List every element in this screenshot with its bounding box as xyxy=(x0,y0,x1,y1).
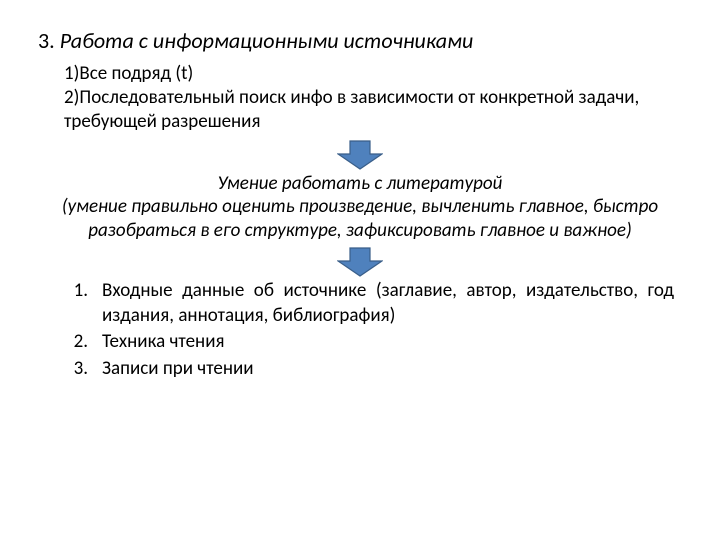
arrow-down-icon xyxy=(337,247,383,277)
numbered-list: 1. Входные данные об источнике (заглавие… xyxy=(38,279,682,382)
intro-line-2: 2)Последовательный поиск инфо в зависимо… xyxy=(64,86,682,134)
list-item-number: 2. xyxy=(64,330,102,355)
list-item-text: Входные данные об источнике (заглавие, а… xyxy=(102,279,674,328)
list-item-number: 1. xyxy=(64,279,102,328)
heading-number: 3. xyxy=(38,27,55,54)
slide: 3. Работа с информационными источниками … xyxy=(0,0,720,540)
heading: 3. Работа с информационными источниками xyxy=(38,28,682,54)
literature-title: Умение работать с литературой xyxy=(48,172,672,196)
literature-body: (умение правильно оценить произведение, … xyxy=(62,195,658,242)
list-item-number: 3. xyxy=(64,357,102,382)
arrow-1-wrap xyxy=(38,140,682,170)
intro-block: 1)Все подряд (t) 2)Последовательный поис… xyxy=(38,62,682,133)
arrow-down-icon xyxy=(337,140,383,170)
list-item: 3. Записи при чтении xyxy=(64,357,674,382)
intro-line-1: 1)Все подряд (t) xyxy=(64,62,682,86)
list-ol: 1. Входные данные об источнике (заглавие… xyxy=(64,279,674,382)
list-item-text: Техника чтения xyxy=(102,330,674,355)
literature-block: Умение работать с литературой (умение пр… xyxy=(38,172,682,243)
list-item: 2. Техника чтения xyxy=(64,330,674,355)
arrow-2-wrap xyxy=(38,247,682,277)
list-item: 1. Входные данные об источнике (заглавие… xyxy=(64,279,674,328)
list-item-text: Записи при чтении xyxy=(102,357,674,382)
heading-title: Работа с информационными источниками xyxy=(60,27,474,54)
